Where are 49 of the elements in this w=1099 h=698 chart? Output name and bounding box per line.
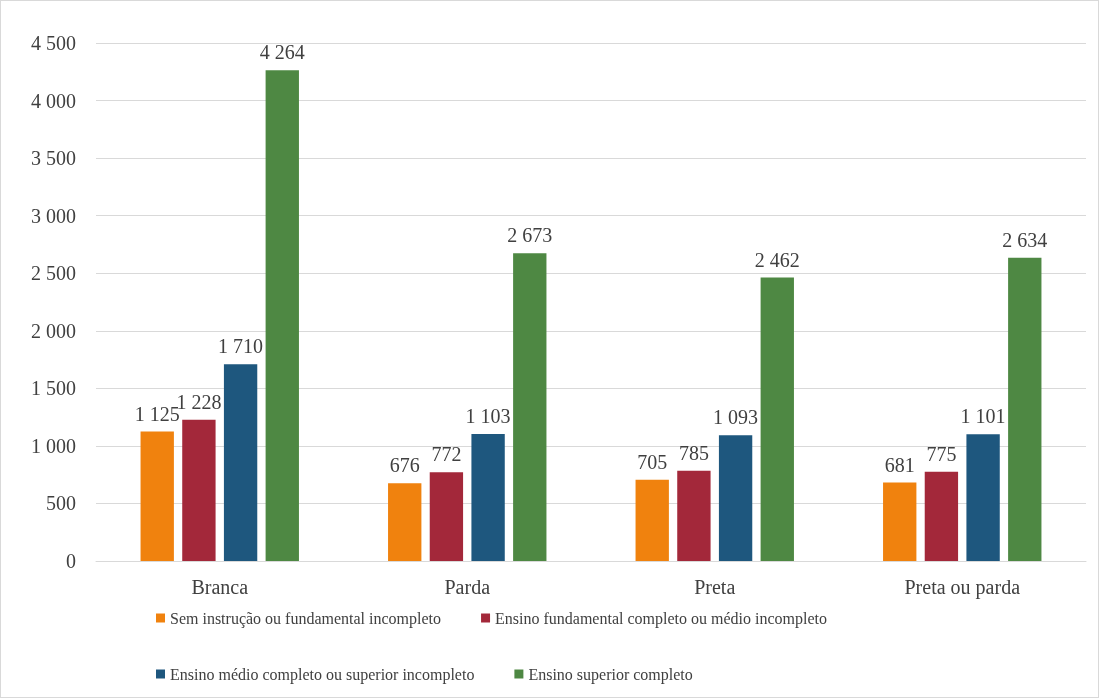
bar	[635, 479, 669, 561]
data-label: 1 710	[218, 335, 264, 358]
data-label: 705	[637, 450, 668, 473]
bar	[513, 253, 547, 561]
bar	[471, 434, 505, 561]
legend-label: Ensino superior completo	[528, 665, 693, 684]
y-tick-label: 1 000	[31, 434, 76, 457]
bar	[718, 435, 753, 561]
y-tick-label: 3 500	[31, 147, 76, 170]
data-label: 681	[884, 453, 915, 476]
y-tick-label: 0	[66, 550, 76, 572]
bar	[883, 482, 917, 561]
y-tick-label: 500	[46, 492, 76, 515]
bar	[1008, 257, 1042, 561]
y-tick-label: 1 500	[31, 377, 76, 400]
data-label: 676	[389, 454, 420, 477]
data-label: 2 634	[1002, 228, 1048, 251]
x-tick-label: Preta	[694, 576, 736, 598]
bar	[388, 483, 422, 561]
x-tick-label: Branca	[191, 576, 249, 598]
bar	[429, 472, 464, 561]
y-tick-label: 3 000	[31, 204, 76, 227]
data-label: 772	[431, 443, 462, 466]
data-label: 1 101	[960, 405, 1006, 428]
data-label: 1 125	[134, 402, 180, 425]
data-label: 1 093	[713, 406, 759, 429]
data-label: 2 462	[754, 248, 800, 271]
x-tick-label: Preta ou parda	[904, 576, 1021, 599]
data-label: 1 103	[465, 405, 511, 428]
bar	[760, 277, 794, 561]
legend-label: Ensino fundamental completo ou médio incompleto	[495, 609, 827, 628]
bar	[265, 70, 299, 561]
data-label: 775	[926, 442, 957, 465]
x-tick-label: Parda	[444, 576, 491, 598]
data-label: 785	[678, 441, 709, 464]
bar	[140, 431, 174, 561]
data-label: 4 264	[259, 41, 305, 64]
y-tick-label: 4 000	[31, 89, 76, 112]
y-tick-label: 2 500	[31, 262, 76, 285]
bar	[924, 471, 959, 561]
legend-label: Ensino médio completo ou superior incompleto	[170, 665, 475, 684]
legend-label: Sem instrução ou fundamental incompleto	[170, 609, 442, 628]
data-label: 2 673	[507, 224, 553, 247]
bar	[182, 419, 216, 561]
y-tick-label: 4 500	[31, 32, 76, 54]
bar	[966, 434, 1000, 561]
bar	[223, 364, 258, 561]
y-tick-label: 2 000	[31, 319, 76, 342]
bar	[677, 470, 711, 561]
